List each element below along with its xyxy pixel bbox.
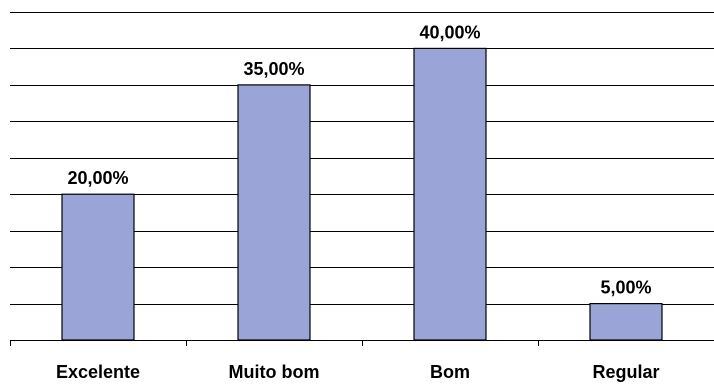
data-labels: 20,00% 35,00% 40,00% 5,00% xyxy=(67,22,651,297)
data-label: 20,00% xyxy=(67,168,128,188)
data-label: 35,00% xyxy=(243,59,304,79)
category-label: Regular xyxy=(592,362,659,382)
bar-bom xyxy=(413,47,487,341)
category-labels: Excelente Muito bom Bom Regular xyxy=(56,362,660,382)
bar-muito-bom xyxy=(237,84,311,341)
bars xyxy=(61,47,663,341)
bar-regular xyxy=(589,303,663,341)
data-label: 40,00% xyxy=(419,22,480,42)
bar-excelente xyxy=(61,193,135,341)
category-label: Bom xyxy=(430,362,470,382)
category-label: Excelente xyxy=(56,362,140,382)
category-label: Muito bom xyxy=(229,362,320,382)
x-axis xyxy=(10,340,714,346)
data-label: 5,00% xyxy=(600,278,651,298)
